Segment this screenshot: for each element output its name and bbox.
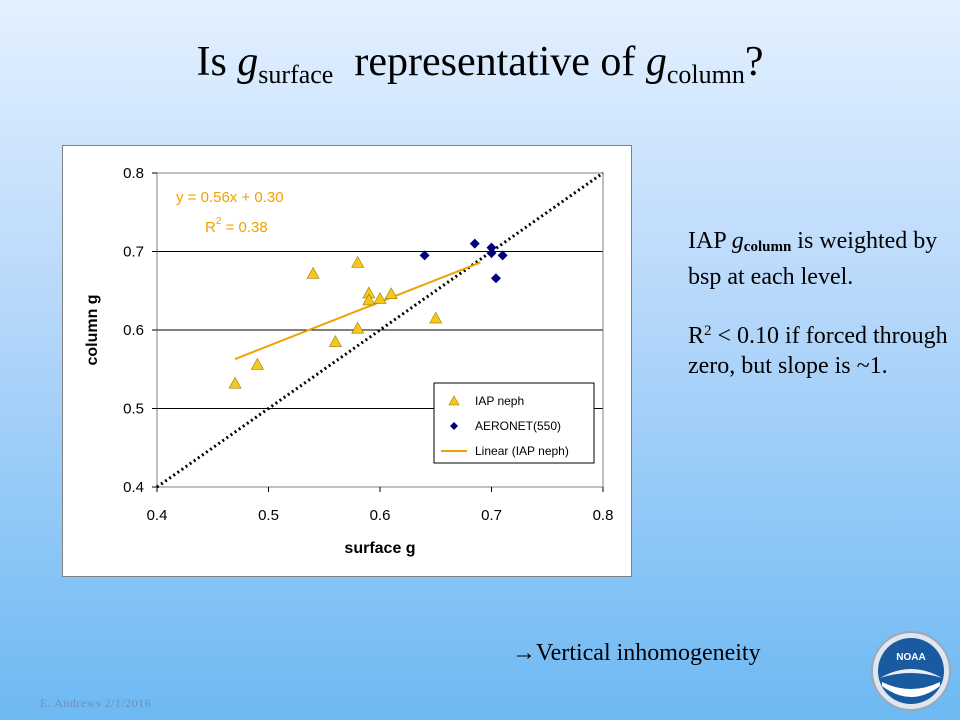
legend-item-label: IAP neph: [475, 394, 524, 408]
chart-legend: IAP neph AERONET(550) Linear (IAP neph): [433, 382, 595, 464]
vertical-inhomogeneity-note: →Vertical inhomogeneity: [512, 640, 761, 666]
legend-item-label: AERONET(550): [475, 419, 561, 433]
x-tick-label: 0.7: [481, 507, 502, 524]
iap-neph-point: [328, 335, 342, 347]
linear-fit-line: [234, 261, 481, 360]
x-tick-label: 0.5: [258, 507, 279, 524]
legend-item-label: Linear (IAP neph): [475, 444, 569, 458]
x-tick-label: 0.8: [593, 507, 614, 524]
chart-panel: 0.4 0.5 0.6 0.7 0.8 0.4 0.5 0.6 0.7 0.8 surface g…: [62, 145, 632, 577]
iap-neph-point: [373, 291, 387, 304]
iap-neph-point: [306, 266, 320, 279]
noaa-logo-text: NOAA: [896, 652, 925, 663]
noaa-logo-icon: NOAA: [871, 631, 951, 711]
footer-author-date: E. Andrews 2/1/2016: [40, 696, 152, 710]
iap-neph-point: [351, 255, 365, 268]
iap-neph-point: [351, 321, 365, 334]
x-axis-label: surface g: [344, 540, 415, 557]
y-tick-label: 0.7: [123, 244, 144, 261]
y-tick-label: 0.8: [123, 165, 144, 182]
aeronet-point: [497, 250, 508, 261]
iap-neph-point: [250, 357, 264, 370]
aeronet-point: [486, 242, 497, 253]
x-tick-label: 0.4: [147, 507, 168, 524]
weighting-note: IAP gcolumn is weighted by bsp at each l…: [688, 228, 938, 290]
aeronet-point: [419, 250, 430, 261]
y-tick-label: 0.6: [123, 322, 144, 339]
iap-neph-point: [429, 311, 443, 324]
aeronet-point: [450, 422, 458, 430]
y-tick-label: 0.5: [123, 401, 144, 418]
aeronet-point: [486, 248, 497, 259]
one-to-one-line: [156, 171, 604, 489]
y-tick-label: 0.4: [123, 479, 144, 496]
r-squared-note: R2 < 0.10 if forced through zero, but sl…: [688, 323, 948, 379]
aeronet-point: [469, 238, 480, 249]
iap-neph-point: [228, 376, 242, 389]
regression-equation: y = 0.56x + 0.30: [176, 189, 284, 206]
iap-neph-point: [362, 293, 376, 306]
r-squared-label: R2 = 0.38: [205, 216, 268, 236]
iap-neph-point: [448, 395, 460, 406]
iap-neph-point: [384, 287, 398, 299]
x-tick-label: 0.6: [370, 507, 391, 524]
aeronet-point: [490, 273, 501, 284]
legend-box: [433, 382, 595, 464]
slide-title: Is gsurface representative of gcolumn?: [196, 39, 764, 89]
y-axis-label: column g: [84, 294, 101, 365]
scatter-chart: 0.4 0.5 0.6 0.7 0.8 0.4 0.5 0.6 0.7 0.8 surface g…: [84, 165, 614, 557]
